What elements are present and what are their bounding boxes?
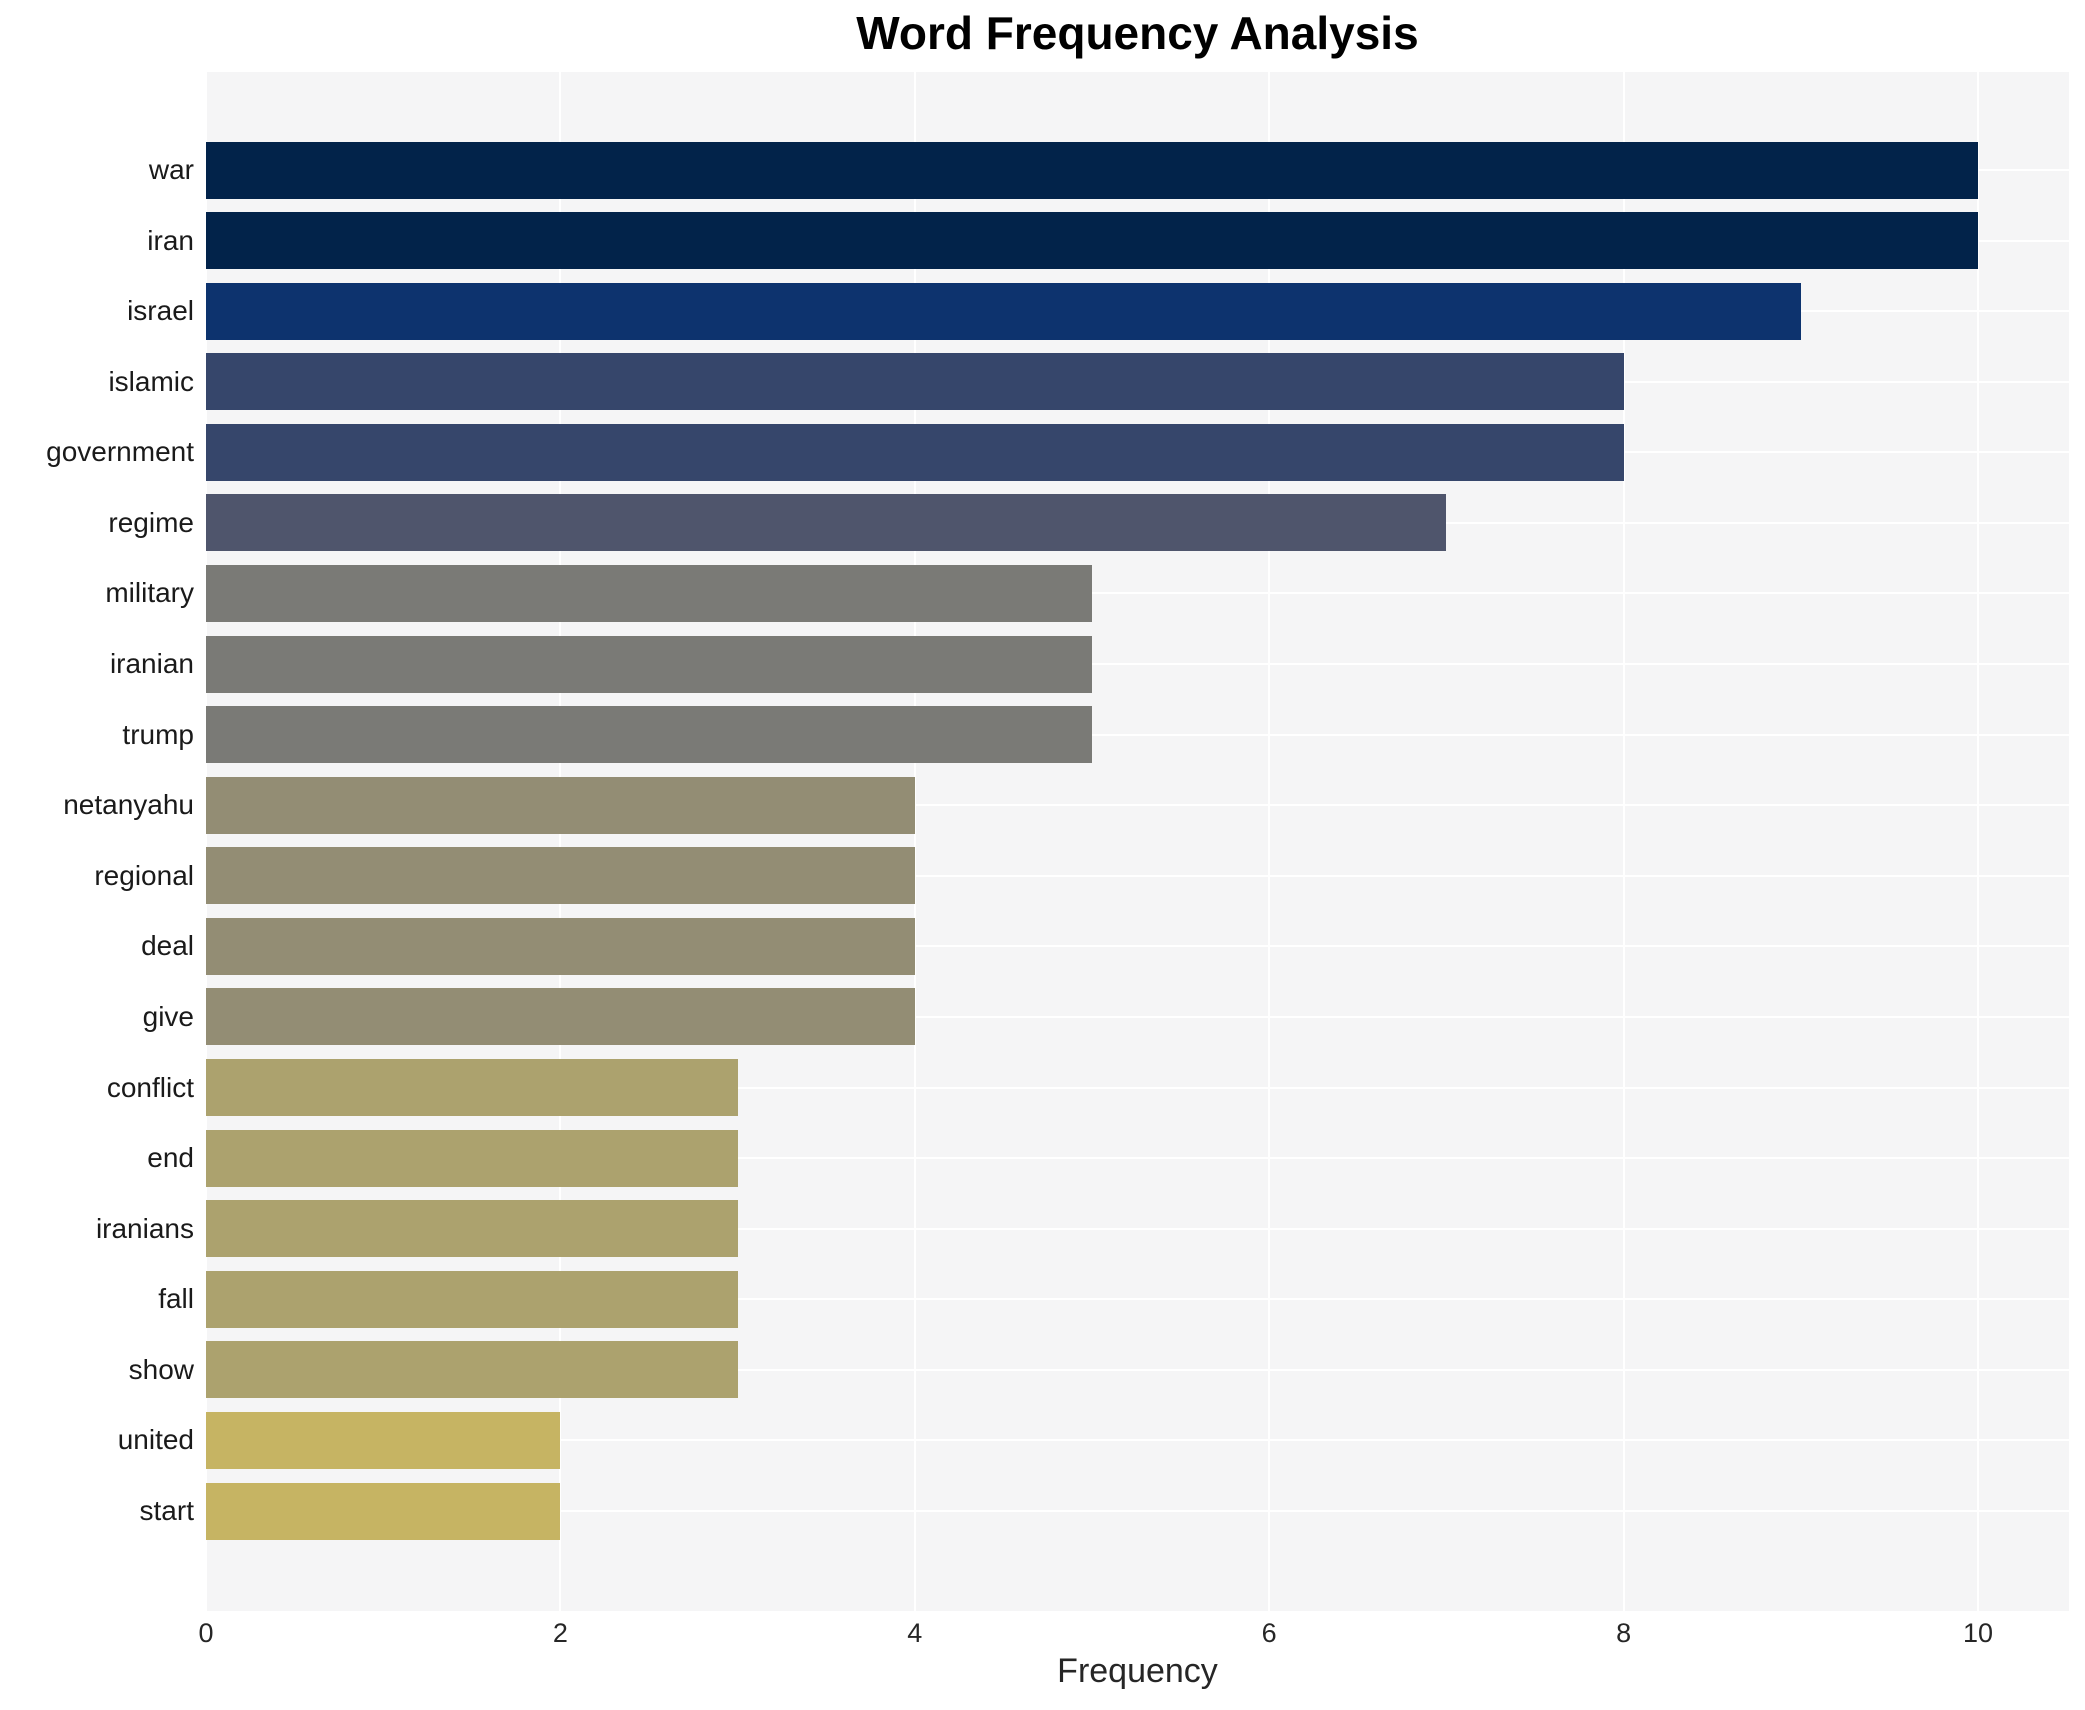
chart-title: Word Frequency Analysis: [856, 7, 1419, 59]
y-label-end: end: [147, 1142, 194, 1174]
y-label-trump: trump: [122, 718, 194, 750]
v-gridline-8: [1622, 72, 1625, 1611]
bar-government: [206, 423, 1624, 481]
h-gridline-end: [206, 1157, 2069, 1160]
v-gridline-4: [913, 72, 916, 1611]
y-label-israel: israel: [127, 295, 194, 327]
bar-iranian: [206, 635, 1092, 693]
y-label-iran: iran: [147, 224, 194, 256]
x-tick-4: 4: [907, 1618, 923, 1648]
h-gridline-netanyahu: [206, 804, 2069, 807]
plot-area: [205, 72, 2069, 1611]
v-gridline-6: [1268, 72, 1271, 1611]
x-tick-0: 0: [198, 1618, 214, 1648]
h-gridline-start: [206, 1510, 2069, 1513]
h-gridline-deal: [206, 945, 2069, 948]
y-label-government: government: [46, 436, 194, 468]
v-gridline-2: [559, 72, 562, 1611]
x-tick-10: 10: [1962, 1618, 1994, 1648]
bar-conflict: [206, 1059, 738, 1117]
h-gridline-conflict: [206, 1086, 2069, 1089]
y-label-start: start: [139, 1495, 194, 1527]
bar-trump: [206, 706, 1092, 764]
bar-fall: [206, 1270, 738, 1328]
bar-united: [206, 1411, 561, 1469]
bar-iranians: [206, 1200, 738, 1258]
y-label-netanyahu: netanyahu: [63, 789, 194, 821]
h-gridline-give: [206, 1015, 2069, 1018]
y-label-conflict: conflict: [106, 1071, 194, 1103]
y-label-military: military: [105, 577, 194, 609]
y-label-deal: deal: [141, 930, 194, 962]
bar-start: [206, 1482, 561, 1540]
y-label-islamic: islamic: [108, 365, 194, 397]
bar-end: [206, 1129, 738, 1187]
bar-iran: [206, 212, 1978, 270]
v-gridline-10: [1977, 72, 1979, 1611]
x-tick-2: 2: [552, 1618, 568, 1648]
h-gridline-united: [206, 1439, 2069, 1442]
y-label-give: give: [142, 1000, 194, 1032]
h-gridline-regional: [206, 874, 2069, 877]
y-label-iranian: iranian: [109, 648, 194, 680]
h-gridline-iranians: [206, 1227, 2069, 1230]
bar-israel: [206, 282, 1801, 340]
y-label-war: war: [148, 154, 194, 185]
y-label-show: show: [128, 1353, 194, 1385]
bar-deal: [206, 917, 915, 975]
bar-give: [206, 988, 915, 1046]
bar-islamic: [206, 353, 1624, 411]
y-label-fall: fall: [158, 1283, 194, 1315]
h-gridline-iranian: [206, 663, 2069, 666]
bar-regional: [206, 847, 915, 905]
bar-military: [206, 564, 1092, 622]
y-label-united: united: [117, 1424, 194, 1456]
bar-regime: [206, 494, 1447, 552]
y-label-iranians: iranians: [95, 1212, 194, 1244]
y-label-regime: regime: [108, 506, 194, 538]
h-gridline-military: [206, 592, 2069, 595]
x-tick-6: 6: [1261, 1618, 1277, 1648]
v-gridline-0: [205, 72, 207, 1611]
bar-war: [206, 141, 1978, 199]
h-gridline-trump: [206, 733, 2069, 736]
x-tick-8: 8: [1616, 1618, 1632, 1648]
y-label-regional: regional: [94, 859, 194, 891]
h-gridline-fall: [206, 1298, 2069, 1301]
bar-show: [206, 1341, 738, 1399]
x-axis-title: Frequency: [1057, 1652, 1218, 1690]
h-gridline-show: [206, 1368, 2069, 1371]
bar-netanyahu: [206, 776, 915, 834]
